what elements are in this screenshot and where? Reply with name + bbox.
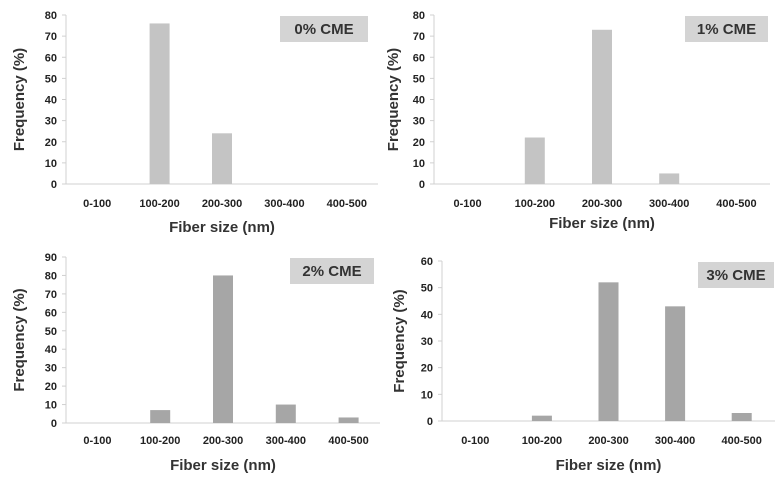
panel-1-y-tick-label: 80 bbox=[45, 10, 57, 22]
panel-1-bar-100-200 bbox=[149, 23, 170, 185]
panel-1-title: 0% CME bbox=[294, 21, 353, 38]
panel-4-bar-200-300 bbox=[598, 282, 619, 421]
panel-2-x-tick-label: 200-300 bbox=[582, 198, 622, 210]
panel-1-y-tick-label: 10 bbox=[45, 158, 57, 170]
panel-1-y-tick-label: 60 bbox=[45, 52, 57, 64]
panel-3-x-axis-label: Fiber size (nm) bbox=[170, 457, 276, 474]
panel-3-x-tick-label: 300-400 bbox=[266, 435, 306, 447]
panel-2-title: 1% CME bbox=[697, 21, 756, 38]
panel-2-y-tick-label: 50 bbox=[413, 73, 425, 85]
panel-4-x-tick-label: 100-200 bbox=[522, 435, 562, 447]
panel-2-x-axis-label: Fiber size (nm) bbox=[549, 215, 655, 232]
panel-2-y-tick-label: 0 bbox=[419, 179, 425, 191]
panel-4-x-tick-label: 300-400 bbox=[655, 435, 695, 447]
panel-4-y-tick-label: 50 bbox=[421, 283, 433, 295]
panel-1-y-tick-label: 20 bbox=[45, 137, 57, 149]
panel-1-bar-200-300 bbox=[212, 133, 232, 184]
panel-4-x-tick-label: 200-300 bbox=[588, 435, 628, 447]
panel-2-x-tick-label: 400-500 bbox=[716, 198, 756, 210]
panel-4-title: 3% CME bbox=[706, 267, 765, 284]
panel-2-y-tick-label: 60 bbox=[413, 52, 425, 64]
panel-2-y-tick-label: 10 bbox=[413, 158, 425, 170]
panel-3-y-tick-label: 50 bbox=[45, 326, 57, 338]
panel-4-x-axis-label: Fiber size (nm) bbox=[556, 457, 662, 474]
panel-1-y-tick-label: 0 bbox=[51, 179, 57, 191]
panel-1-x-tick-label: 300-400 bbox=[264, 198, 304, 210]
panel-3-y-tick-label: 60 bbox=[45, 307, 57, 319]
panel-2-bar-100-200 bbox=[524, 137, 545, 184]
panel-2-bar-300-400 bbox=[659, 173, 680, 184]
panel-3-x-tick-label: 0-100 bbox=[83, 435, 111, 447]
panel-1-x-axis-label: Fiber size (nm) bbox=[169, 219, 275, 236]
panel-3-y-tick-label: 70 bbox=[45, 289, 57, 301]
panel-1-y-tick-label: 40 bbox=[45, 95, 57, 107]
panel-2-bar-200-300 bbox=[592, 29, 612, 184]
panel-3-y-tick-label: 90 bbox=[45, 252, 57, 264]
panel-4-y-tick-label: 10 bbox=[421, 389, 433, 401]
panel-4-bar-300-400 bbox=[665, 306, 686, 421]
panel-3-title-box bbox=[290, 258, 374, 284]
panel-3-y-tick-label: 20 bbox=[45, 381, 57, 393]
panel-3-x-tick-label: 200-300 bbox=[203, 435, 243, 447]
panel-2-y-tick-label: 40 bbox=[413, 95, 425, 107]
panel-4-bar-400-500 bbox=[731, 413, 752, 421]
panel-4-bar-100-200 bbox=[531, 415, 552, 421]
panel-1-x-tick-label: 100-200 bbox=[139, 198, 179, 210]
panel-2-y-tick-label: 70 bbox=[413, 31, 425, 43]
panel-2-x-tick-label: 0-100 bbox=[454, 198, 482, 210]
panel-3-y-tick-label: 80 bbox=[45, 270, 57, 282]
panel-3-title: 2% CME bbox=[302, 263, 361, 280]
panel-1-x-tick-label: 400-500 bbox=[327, 198, 367, 210]
panel-1-y-tick-label: 70 bbox=[45, 31, 57, 43]
panel-2-x-tick-label: 300-400 bbox=[649, 198, 689, 210]
panel-4-y-tick-label: 20 bbox=[421, 363, 433, 375]
panel-3-x-tick-label: 100-200 bbox=[140, 435, 180, 447]
panel-3-y-tick-label: 10 bbox=[45, 400, 57, 412]
panel-3-y-tick-label: 30 bbox=[45, 363, 57, 375]
panel-4-y-tick-label: 40 bbox=[421, 309, 433, 321]
panel-3-bar-200-300 bbox=[213, 275, 233, 423]
panel-4-x-tick-label: 0-100 bbox=[461, 435, 489, 447]
panel-2-x-tick-label: 100-200 bbox=[515, 198, 555, 210]
panel-4-y-tick-label: 30 bbox=[421, 336, 433, 348]
panel-3-bar-100-200 bbox=[150, 410, 171, 423]
panel-1-x-tick-label: 200-300 bbox=[202, 198, 242, 210]
panel-1-y-axis-label: Frequency (%) bbox=[11, 48, 28, 151]
panel-3-x-tick-label: 400-500 bbox=[328, 435, 368, 447]
panel-3-y-tick-label: 40 bbox=[45, 344, 57, 356]
panel-2-title-box bbox=[685, 16, 768, 42]
panel-4-y-tick-label: 60 bbox=[421, 256, 433, 268]
panel-1-y-tick-label: 50 bbox=[45, 73, 57, 85]
panel-1-title-box bbox=[280, 16, 368, 42]
panel-2-y-tick-label: 30 bbox=[413, 116, 425, 128]
panel-3-y-axis-label: Frequency (%) bbox=[11, 288, 28, 391]
panel-1-x-tick-label: 0-100 bbox=[83, 198, 111, 210]
panel-3-bar-300-400 bbox=[275, 404, 296, 423]
panel-4-title-box bbox=[698, 262, 774, 288]
panel-1-y-tick-label: 30 bbox=[45, 116, 57, 128]
panel-2-y-axis-label: Frequency (%) bbox=[385, 48, 402, 151]
panel-2-y-tick-label: 20 bbox=[413, 137, 425, 149]
panel-3-y-tick-label: 0 bbox=[51, 418, 57, 430]
panel-4-x-tick-label: 400-500 bbox=[722, 435, 762, 447]
panel-3-bar-400-500 bbox=[338, 417, 359, 423]
panel-4-y-tick-label: 0 bbox=[427, 416, 433, 428]
panel-2-y-tick-label: 80 bbox=[413, 10, 425, 22]
panel-4-y-axis-label: Frequency (%) bbox=[391, 289, 408, 392]
